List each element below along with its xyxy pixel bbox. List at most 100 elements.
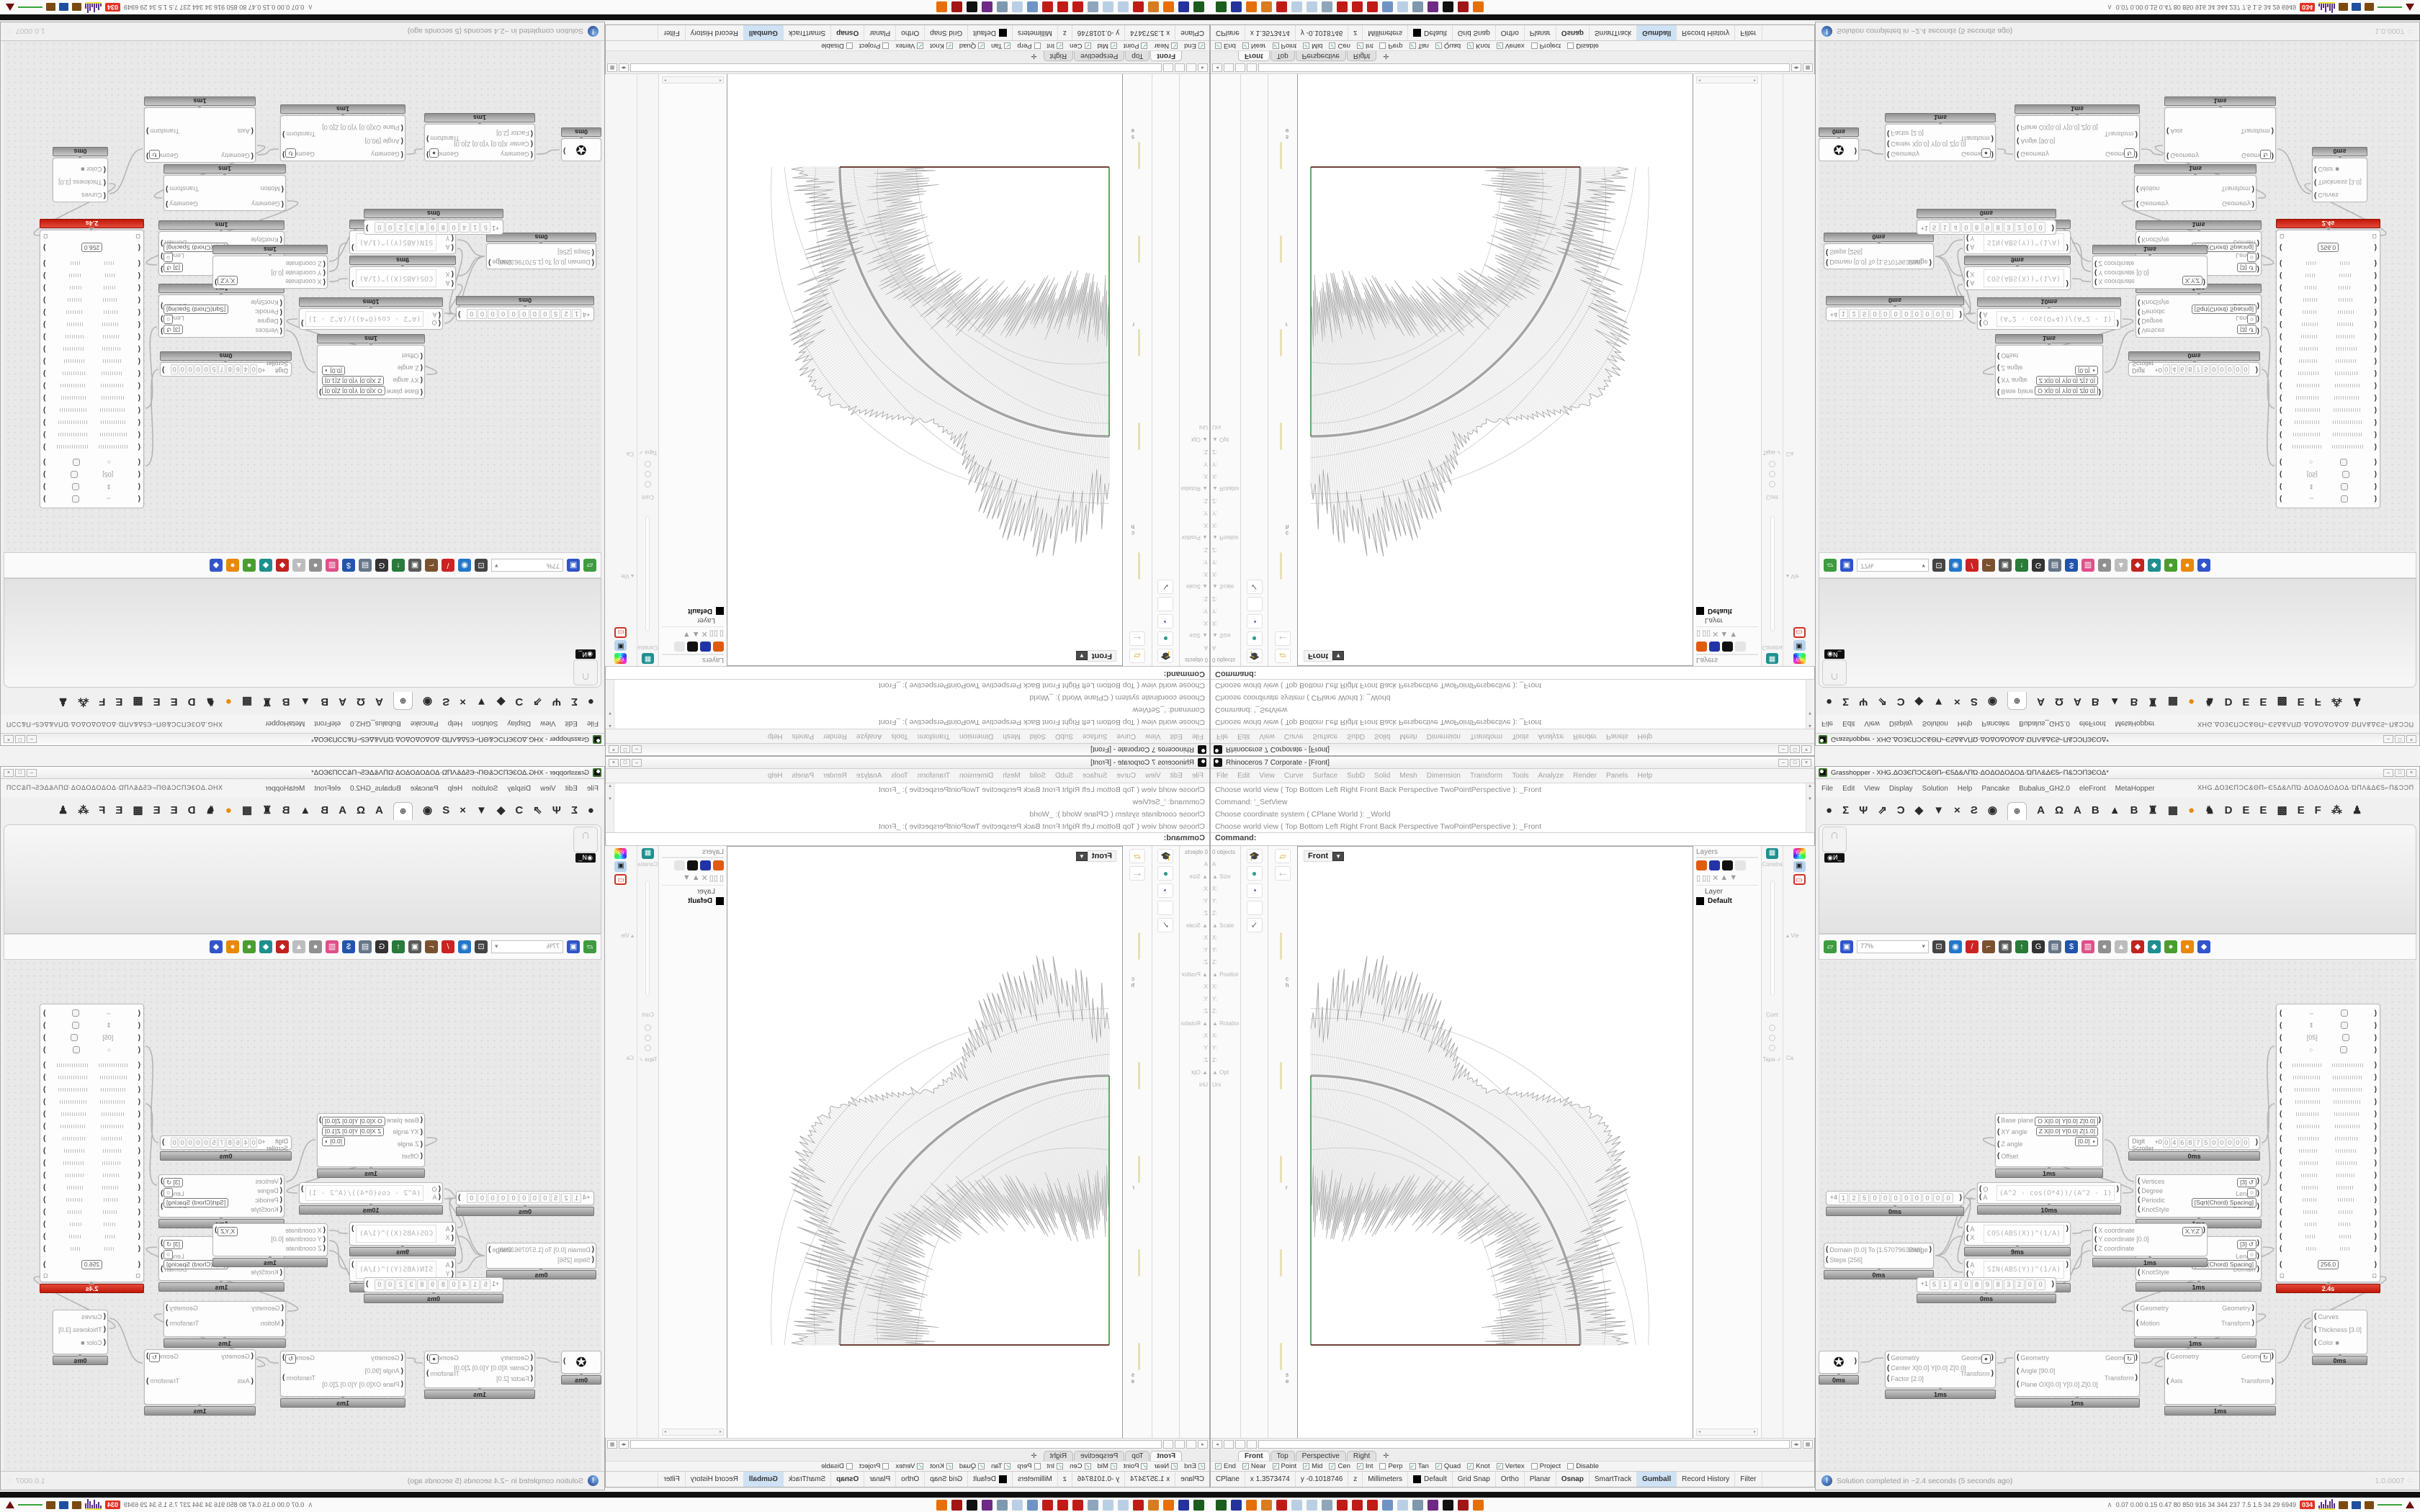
- gh-node-rotate-axis[interactable]: (Geometry(Axis Geometry) Transform) ↻: [144, 107, 256, 163]
- osnap-checkbox-quad[interactable]: ✓: [978, 1463, 985, 1470]
- menu-item-help[interactable]: Help: [1637, 772, 1653, 780]
- taskbar-red-gear-icon-5[interactable]: [951, 1, 962, 13]
- osnap-checkbox-vertex[interactable]: ✓: [917, 42, 924, 49]
- viewport-label-text[interactable]: Front: [1087, 650, 1116, 662]
- menu-item-file[interactable]: File: [1821, 719, 1834, 728]
- command-history-scrollbar[interactable]: ▲ ▼: [1806, 680, 1814, 729]
- menu-item-bubalus-gh2-0[interactable]: Bubalus_GH2.0: [350, 719, 401, 728]
- osnap-checkbox-knot[interactable]: ✓: [1467, 1463, 1474, 1470]
- sphere-icon[interactable]: ●: [1157, 866, 1174, 881]
- gh-node-custom-preview[interactable]: (Curves(Thickness [3.0](Color ■: [53, 1310, 108, 1354]
- viewport-tab-front[interactable]: Front: [1238, 1451, 1270, 1461]
- menu-item-display[interactable]: Display: [1888, 784, 1913, 793]
- menu-item-surface[interactable]: Surface: [1082, 732, 1108, 740]
- osnap-checkbox-disable[interactable]: [1567, 1463, 1574, 1470]
- gh-tab-plugin-shield[interactable]: ♜: [262, 696, 272, 708]
- gh-tab-mesh[interactable]: ▼: [475, 696, 487, 708]
- taskbar-notepad-icon-2[interactable]: [1307, 1, 1317, 13]
- rhino-command-history[interactable]: Choose world view ( Top Bottom Left Righ…: [1211, 783, 1814, 833]
- clamp-icon[interactable]: ▦: [1766, 848, 1778, 859]
- osnap-checkbox-project[interactable]: [1531, 1463, 1538, 1470]
- taskbar-blender-icon[interactable]: [1148, 1, 1159, 13]
- teal-leaf-icon[interactable]: ◆: [2148, 940, 2161, 953]
- gh-tab-intersect[interactable]: ×: [460, 804, 466, 816]
- gh-tab-maths[interactable]: Σ: [1842, 696, 1850, 708]
- view-capture-icon[interactable]: ▭: [1793, 627, 1806, 638]
- gh-tab-plugin-skull[interactable]: Ω: [2054, 804, 2064, 816]
- rhino-titlebar[interactable]: Rhinoceros 7 Corporate - [Front] – □ ×: [606, 757, 1209, 769]
- command-history-scrollbar[interactable]: ▲ ▼: [606, 783, 614, 832]
- layer-button[interactable]: ▼: [1729, 873, 1738, 882]
- taskbar-calculator-icon[interactable]: [1088, 1499, 1098, 1511]
- menu-item-mesh[interactable]: Mesh: [1399, 772, 1417, 780]
- grid-toggle-icon[interactable]: ▦: [607, 1439, 617, 1449]
- gh-canvas[interactable]: (Base plane(XY angle(Z angle(OffsetPoint…: [4, 960, 601, 1471]
- strip-slider[interactable]: [645, 516, 650, 631]
- mortarboard-icon[interactable]: 🎓: [1157, 849, 1174, 863]
- viewport-tab-top[interactable]: Top: [1125, 51, 1150, 61]
- viewport-tab-front[interactable]: Front: [1150, 1451, 1182, 1461]
- export-tree-icon[interactable]: ↑: [392, 559, 405, 572]
- osnap-checkbox-point[interactable]: ✓: [1141, 1463, 1148, 1470]
- new-viewport-tab-button[interactable]: ✛: [1031, 52, 1037, 60]
- gh-tab-curve[interactable]: Ɔ: [515, 804, 524, 816]
- grid-toggle-icon[interactable]: ▦: [1803, 1439, 1813, 1449]
- menu-item-metahopper[interactable]: MetaHopper: [265, 784, 305, 793]
- menu-item-panels[interactable]: Panels: [792, 772, 815, 780]
- gh-tab-plugin-orange[interactable]: ●: [225, 696, 232, 708]
- menu-item-mesh[interactable]: Mesh: [1003, 732, 1021, 740]
- color-wheel-icon[interactable]: ◎: [1793, 848, 1806, 859]
- cone-icon[interactable]: ▲: [292, 559, 305, 572]
- menu-item-bubalus-gh2-0[interactable]: Bubalus_GH2.0: [2019, 784, 2070, 793]
- status-cell-1[interactable]: x 1.3573474: [1245, 1472, 1296, 1487]
- gh-tab-vector[interactable]: ⇗: [1878, 804, 1887, 816]
- checker-icon[interactable]: [687, 860, 698, 870]
- osnap-checkbox-int[interactable]: ✓: [1057, 42, 1064, 49]
- view-strip-panel[interactable]: ◎ ▣ ▭ ▴ Vie Ca: [1783, 846, 1815, 1438]
- osnap-checkbox-end[interactable]: ✓: [1215, 1463, 1222, 1470]
- menu-item-help[interactable]: Help: [447, 784, 463, 793]
- menu-item-elefront[interactable]: eleFront: [2079, 719, 2106, 728]
- gh-node-point-polar[interactable]: (Base plane(XY angle(Z angle(OffsetPoint…: [317, 1113, 425, 1167]
- scroll-left-icon[interactable]: ◂: [1198, 63, 1208, 73]
- gh-tab-curve[interactable]: Ɔ: [1896, 696, 1905, 708]
- taskbar-firefox-icon-2[interactable]: [1473, 1499, 1484, 1511]
- menu-item-surface[interactable]: Surface: [1312, 772, 1338, 780]
- gh-node-scale[interactable]: (Geometry(Center X[0.0] Y[0.0] Z[0.0](Fa…: [424, 1351, 535, 1388]
- gh-tab-transform[interactable]: Ƨ: [1970, 696, 1978, 708]
- gh-tab-display[interactable]: ◉: [423, 696, 433, 708]
- gh-node-digit-scroller-2[interactable]: Digit Scroller +0 0 4 6 8 7 5 0 0 0 0 0): [2128, 1135, 2260, 1152]
- status-toggle-filter[interactable]: Filter: [658, 25, 685, 40]
- osnap-checkbox-perp[interactable]: [1034, 42, 1041, 49]
- status-toggle-ortho[interactable]: Ortho: [895, 25, 925, 40]
- taskbar-calculator-icon[interactable]: [1322, 1499, 1332, 1511]
- gh-node-interpolate-1[interactable]: (Vertices(Degree(Periodic(KnotStyleCurve…: [158, 1174, 284, 1218]
- gh-node-tall-solver[interactable]: (⇔)(⇕)([05])(○)()()()()()()()()()()()()(…: [2276, 1004, 2380, 1282]
- taskbar-display-settings-icon[interactable]: [1382, 1, 1393, 13]
- rhino-front-viewport[interactable]: Front ▼: [1297, 846, 1693, 1439]
- gh-tab-surface[interactable]: ◆: [1914, 804, 1924, 816]
- open-file-icon[interactable]: ▱: [583, 559, 596, 572]
- exit-door-icon[interactable]: ⌐: [425, 559, 438, 572]
- menu-item-file[interactable]: File: [586, 784, 599, 793]
- display-strip-panel[interactable]: 🎓 ● ◔ ✓: [1241, 74, 1268, 666]
- gh-node-scale[interactable]: (Geometry(Center X[0.0] Y[0.0] Z[0.0](Fa…: [1885, 124, 1996, 161]
- view-strip-panel[interactable]: ◎ ▣ ▭ ▴ Vie Ca: [605, 846, 637, 1438]
- folder-icon[interactable]: ▱: [1275, 849, 1291, 863]
- gh-node-point-polar[interactable]: (Base plane(XY angle(Z angle(OffsetPoint…: [317, 345, 425, 399]
- status-toggle-grid-snap[interactable]: Grid Snap: [1452, 25, 1496, 40]
- viewport-label-text[interactable]: Front: [1087, 850, 1116, 862]
- constraints-strip-panel[interactable]: ▦ Constra Cont Tapa ✓: [1762, 74, 1783, 666]
- menu-item-help[interactable]: Help: [1637, 732, 1653, 740]
- taskbar-firefox-icon[interactable]: [1246, 1, 1257, 13]
- gh-tab-sets[interactable]: Ψ: [1859, 804, 1868, 816]
- boxedit-panel[interactable]: 0 objects A ▲ Size X: Y: Z: ▲ Scale X: Y: Z: ▲ Po…: [1179, 74, 1209, 666]
- layer-button[interactable]: ▼: [1729, 630, 1738, 639]
- gh-maximize-button[interactable]: □: [15, 768, 25, 777]
- menu-item-pancake[interactable]: Pancake: [1981, 784, 2010, 793]
- gh-node-digit-scroller-3[interactable]: +1 5 1 4 0 8 9 8 3 2 0 0): [364, 220, 503, 235]
- gh-tab-plugin-e3[interactable]: E: [115, 696, 123, 708]
- gh-tab-plugin-grid[interactable]: ▦: [241, 696, 253, 708]
- osnap-checkbox-mid[interactable]: ✓: [1110, 1463, 1117, 1470]
